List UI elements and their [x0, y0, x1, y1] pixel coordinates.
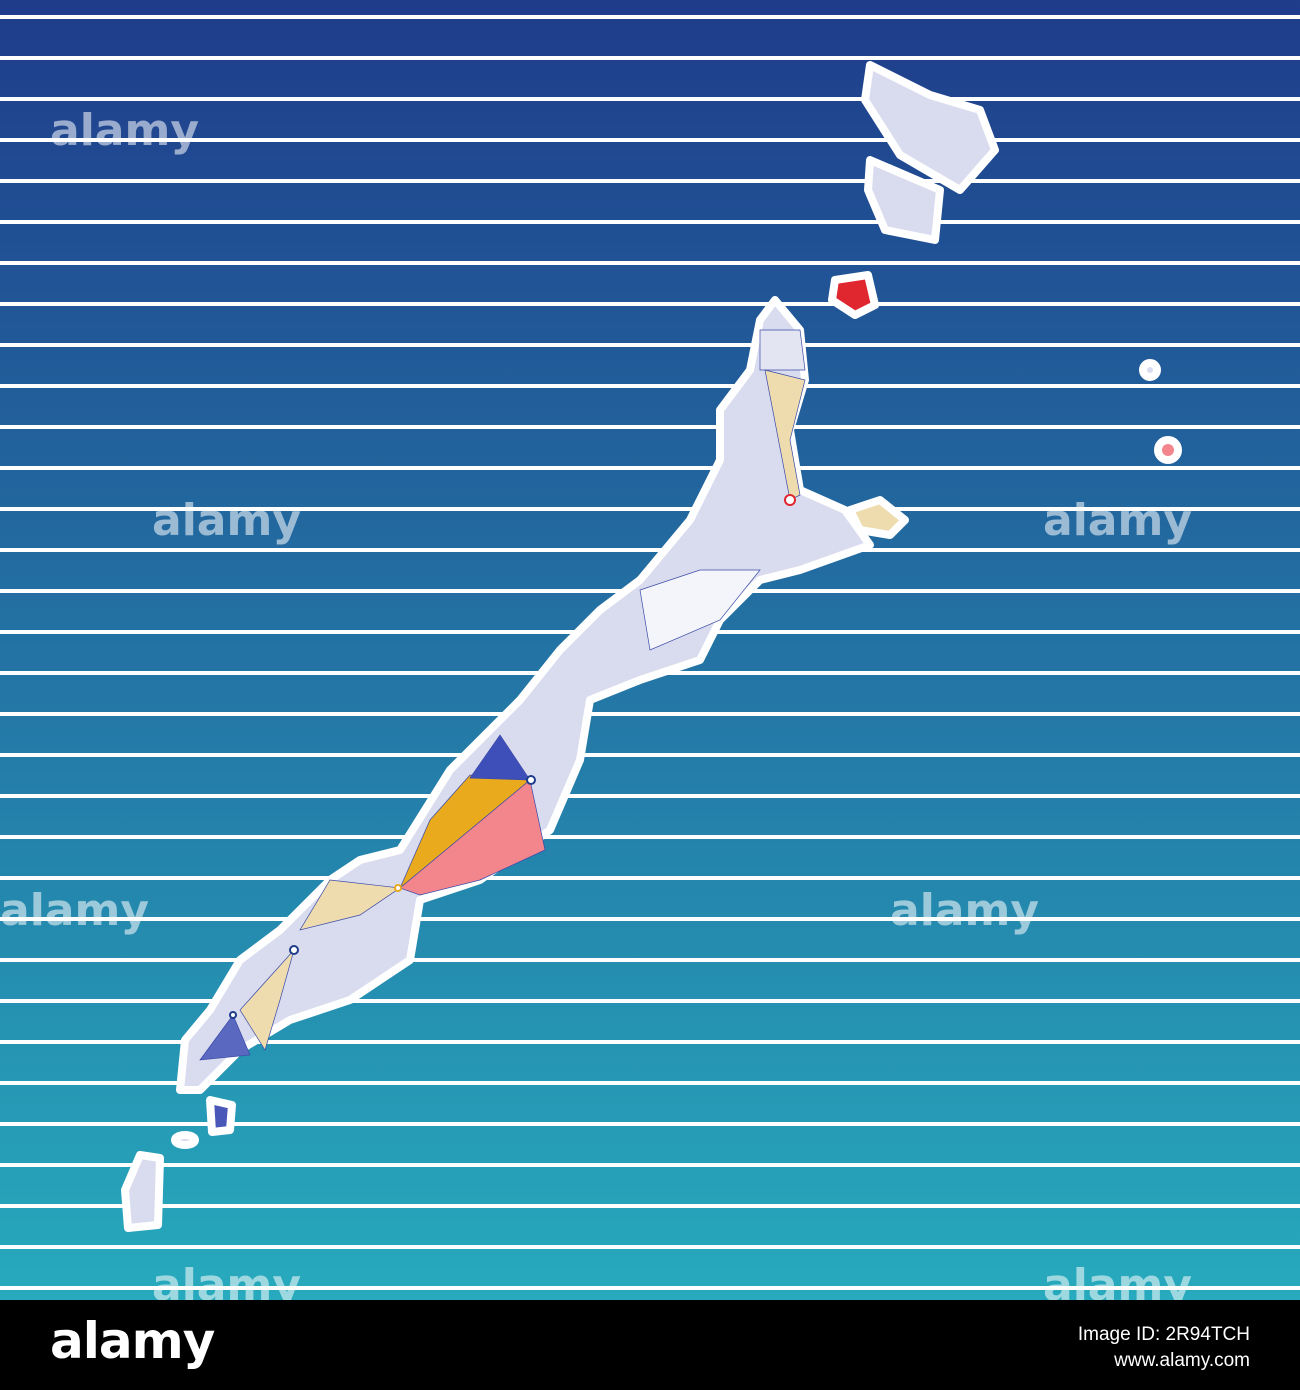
region — [239, 949, 295, 1051]
islet — [171, 1131, 199, 1149]
image-id: Image ID: 2R94TCH — [1077, 1324, 1250, 1345]
marker — [229, 1011, 237, 1019]
north-island — [861, 61, 999, 194]
watermark: alamy — [1043, 495, 1192, 546]
south-islet — [206, 1096, 236, 1136]
watermarks: alamy alamy alamy alamy alamy alamy alam… — [0, 105, 1192, 1300]
region — [764, 369, 806, 501]
footer: alamy Image ID: 2R94TCH www.alamy.com — [0, 1300, 1300, 1390]
region — [399, 779, 546, 896]
markers — [229, 494, 796, 1019]
watermark: alamy — [50, 105, 199, 156]
watermark: alamy — [890, 885, 1039, 936]
marker — [784, 494, 796, 506]
map: alamy alamy alamy alamy alamy alamy alam… — [0, 0, 1300, 1300]
regions — [199, 329, 806, 1061]
region — [759, 329, 806, 371]
watermark: alamy — [152, 1260, 301, 1300]
marker — [526, 775, 536, 785]
watermark: alamy — [152, 495, 301, 546]
north-island-2 — [864, 156, 944, 244]
logo[interactable]: alamy — [50, 1312, 215, 1370]
watermark: alamy — [1043, 1260, 1192, 1300]
region — [469, 734, 531, 781]
islet — [1154, 436, 1182, 464]
east-island — [846, 496, 909, 539]
region — [299, 879, 401, 931]
red-island — [828, 271, 879, 319]
url[interactable]: www.alamy.com — [1114, 1350, 1250, 1371]
watermark: alamy — [0, 885, 149, 936]
islet — [1139, 359, 1161, 381]
south-islet — [121, 1151, 164, 1232]
region — [639, 569, 761, 651]
region — [199, 1014, 251, 1061]
marker — [394, 884, 402, 892]
marker — [289, 945, 299, 955]
